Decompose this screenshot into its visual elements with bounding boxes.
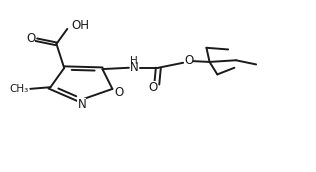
Text: O: O [115,86,124,99]
Text: H: H [131,56,138,66]
Text: O: O [149,81,158,94]
Text: CH₃: CH₃ [9,84,29,94]
Text: OH: OH [71,19,89,32]
Text: N: N [130,61,138,74]
Text: O: O [26,32,35,45]
Text: O: O [184,54,193,67]
Text: N: N [77,98,86,111]
